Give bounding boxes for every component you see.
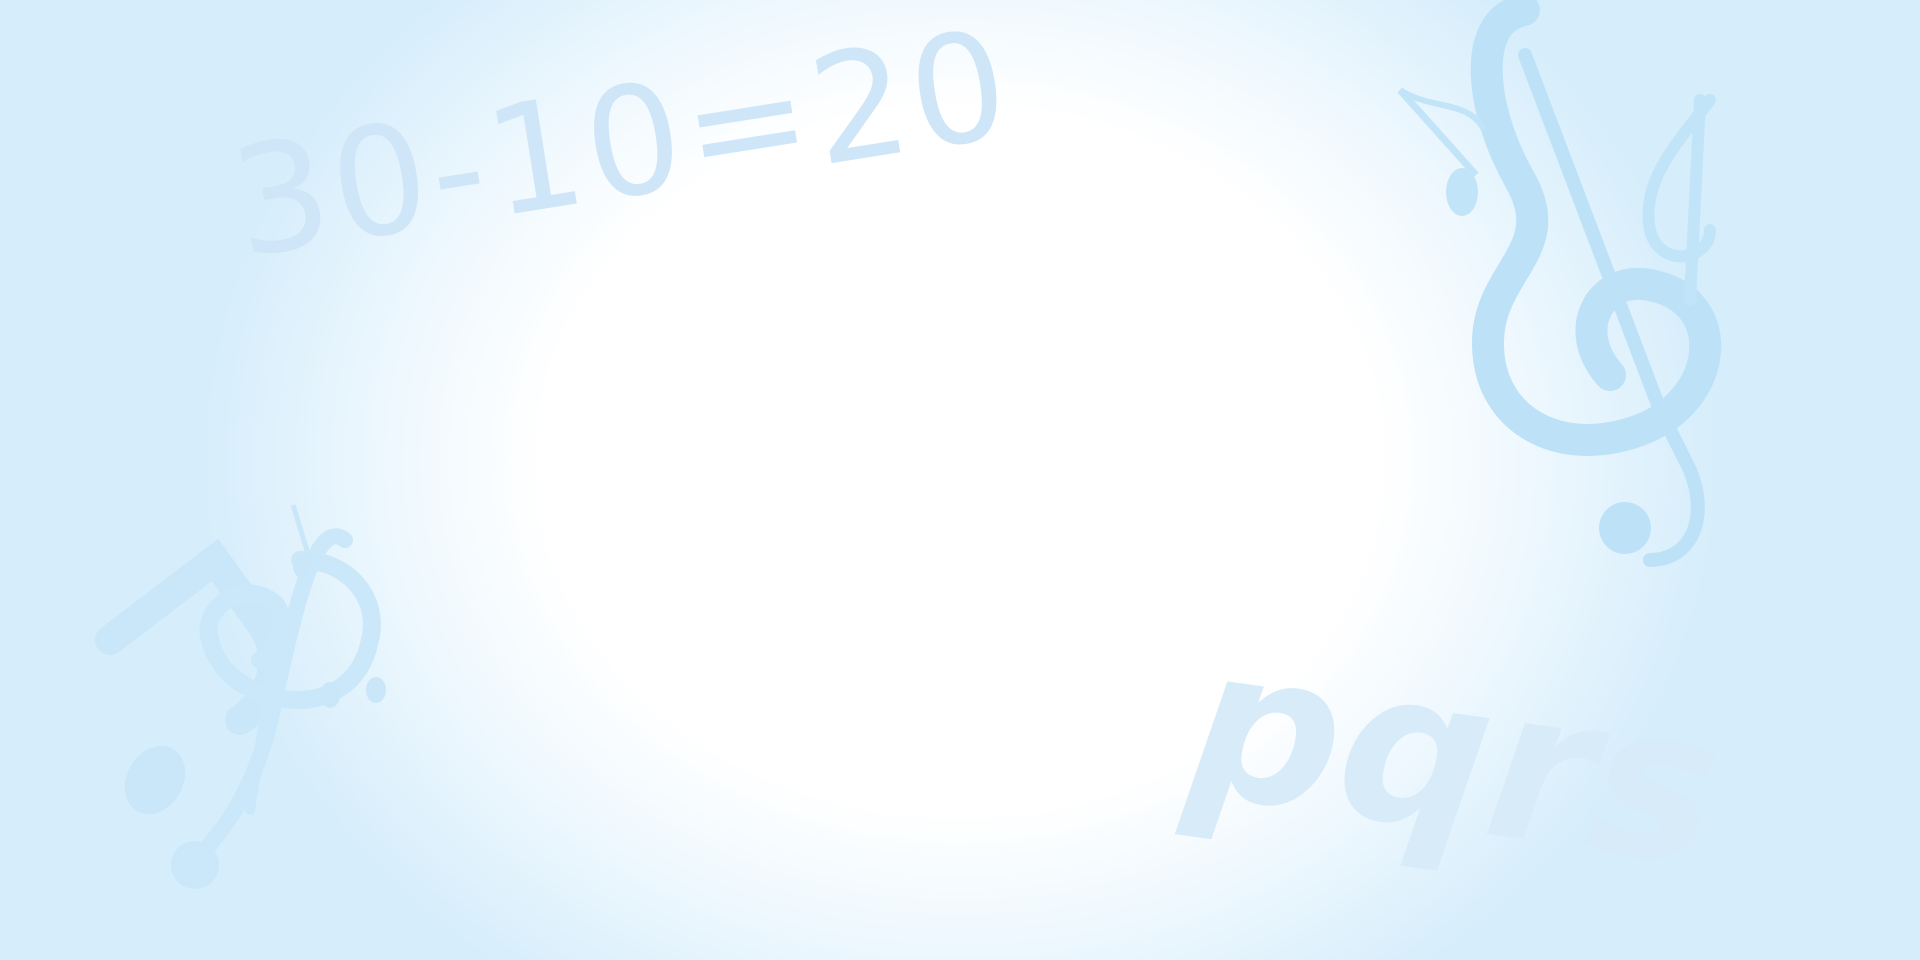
treble-clef-dot: [1599, 502, 1651, 554]
treble-clef-dot: [171, 841, 219, 889]
treble-clef-icon: [1470, 0, 1722, 567]
treble-clef-icon: [1642, 94, 1716, 306]
music-note-icon: [1397, 87, 1487, 216]
music-note-icon: [290, 504, 386, 708]
treble-clef-icon: [182, 528, 381, 873]
